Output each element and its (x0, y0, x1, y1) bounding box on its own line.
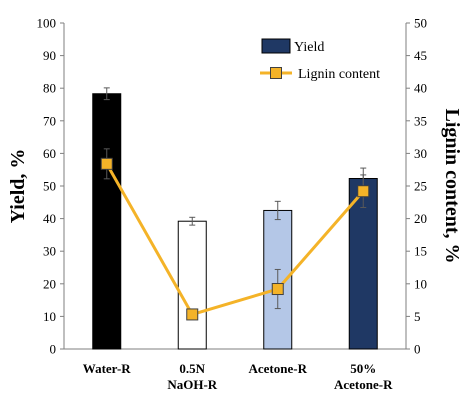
y-tick-label: 30 (43, 244, 56, 259)
legend: Yield Lignin content (260, 38, 380, 82)
y-tick-label: 20 (43, 276, 56, 291)
y2-tick-label: 15 (414, 244, 427, 259)
y-tick-label: 50 (43, 179, 56, 194)
y-tick-label: 10 (43, 309, 56, 324)
bars-group (92, 93, 378, 350)
y2-tick-label: 50 (414, 16, 427, 31)
y2-tick-label: 40 (414, 81, 427, 96)
lignin-line-group (100, 148, 370, 321)
legend-lignin-label: Lignin content (298, 67, 380, 82)
y-tick-label: 60 (43, 146, 56, 161)
y-tick-label: 90 (43, 48, 56, 63)
lignin-content-marker (271, 283, 284, 296)
y2-tick-label: 0 (414, 342, 421, 357)
y2-axis-title: Lignin content, % (441, 108, 463, 263)
y2-tick-label: 10 (414, 276, 427, 291)
y2-tick-label: 20 (414, 211, 427, 226)
lignin-content-marker (186, 308, 199, 321)
x-category-label: NaOH-R (167, 377, 217, 392)
x-category-label: 50% (350, 361, 376, 376)
x-category-label: Acetone-R (249, 361, 308, 376)
y2-tick-label: 45 (414, 48, 427, 63)
legend-yield-label: Yield (294, 40, 324, 55)
x-category-label: 0.5N (179, 361, 205, 376)
lignin-content-marker (357, 185, 370, 198)
y-tick-label: 100 (37, 16, 57, 31)
legend-lignin-marker (270, 67, 282, 79)
y2-tick-label: 5 (414, 309, 421, 324)
lignin-content-marker (100, 157, 113, 170)
legend-yield-swatch (261, 38, 291, 54)
y2-tick-label: 30 (414, 146, 427, 161)
y-tick-label: 70 (43, 113, 56, 128)
lignin-content-line (105, 163, 365, 317)
y-axis-title: Yield, % (7, 149, 29, 224)
tick-labels-group: 0 10 20 30 40 50 60 70 80 90 100 0 5 10 15 20 25 30 35 40 45… (37, 16, 428, 357)
y2-tick-label: 25 (414, 179, 427, 194)
x-category-label: Acetone-R (334, 377, 393, 392)
bar-error-bars-group (103, 87, 367, 226)
bar-yield (92, 93, 122, 350)
y-tick-label: 80 (43, 81, 56, 96)
x-category-label: Water-R (83, 361, 131, 376)
y2-tick-label: 35 (414, 113, 427, 128)
y-tick-label: 40 (43, 211, 56, 226)
y-tick-label: 0 (50, 342, 57, 357)
bar-yield (177, 220, 207, 350)
